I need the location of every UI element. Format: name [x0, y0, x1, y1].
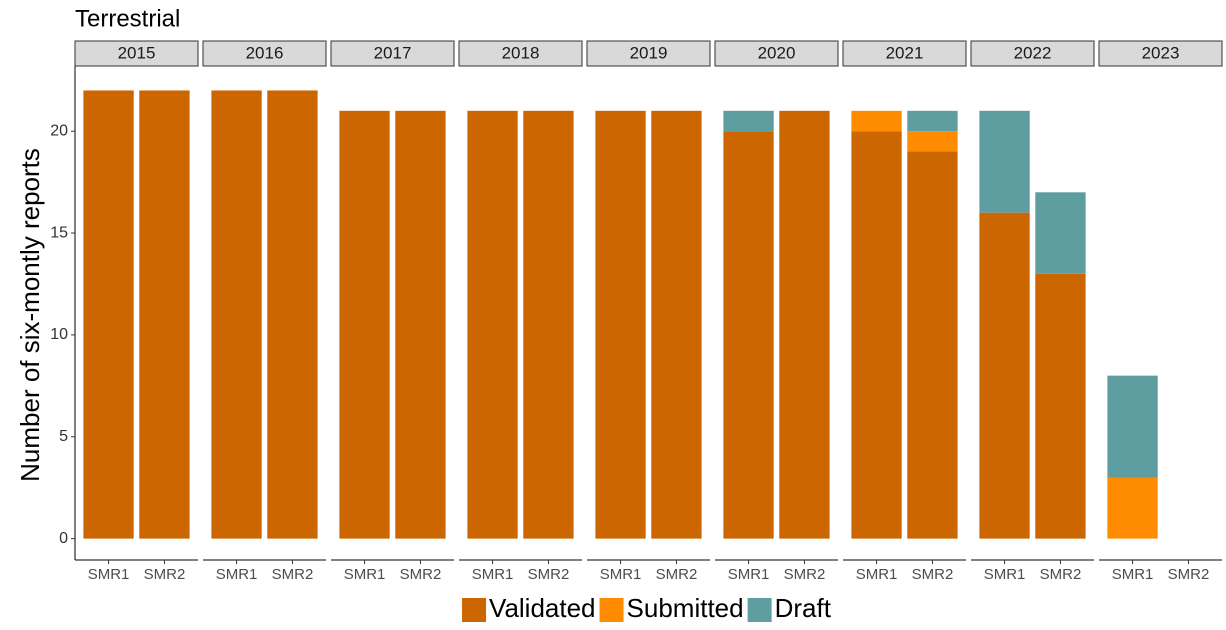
legend-label: Validated	[489, 593, 596, 623]
legend-label: Submitted	[627, 593, 744, 623]
facet-label: 2017	[374, 43, 412, 62]
bar-segment	[979, 212, 1030, 539]
facet-strip	[202, 40, 327, 67]
x-tick-label: SMR2	[144, 566, 186, 583]
x-tick-label: SMR1	[728, 566, 770, 583]
x-tick-label: SMR1	[600, 566, 642, 583]
x-tick-label: SMR1	[216, 566, 258, 583]
chart-title: Terrestrial	[75, 5, 180, 32]
bar-segment	[907, 151, 958, 539]
legend-key	[462, 598, 487, 622]
facet-label: 2019	[630, 43, 668, 62]
facet-strip	[74, 40, 199, 67]
x-tick-label: SMR2	[784, 566, 826, 583]
x-tick-label: SMR1	[1112, 566, 1154, 583]
y-axis-label: Number of six-montly reports	[15, 148, 45, 482]
bar-segment	[651, 110, 702, 539]
x-tick-label: SMR1	[472, 566, 514, 583]
bar-segment	[979, 110, 1030, 213]
facet-label: 2015	[118, 43, 156, 62]
bar-segment	[851, 131, 902, 539]
bar-segment	[779, 110, 830, 539]
facet-strip	[714, 40, 839, 67]
legend-key	[747, 598, 772, 622]
x-tick-label: SMR2	[912, 566, 954, 583]
bar-segment	[723, 131, 774, 539]
facet-strip	[458, 40, 583, 67]
legend-key	[599, 598, 624, 622]
bar-segment	[1035, 273, 1086, 539]
bar-segment	[1107, 375, 1158, 478]
x-tick-label: SMR1	[88, 566, 130, 583]
y-tick-label: 15	[50, 224, 68, 241]
facet-label: 2018	[502, 43, 540, 62]
facet-label: 2023	[1142, 43, 1180, 62]
x-tick-label: SMR2	[1040, 566, 1082, 583]
x-tick-label: SMR2	[400, 566, 442, 583]
bar-segment	[595, 110, 646, 539]
x-tick-label: SMR1	[344, 566, 386, 583]
bar-segment	[211, 90, 262, 539]
bar-segment	[339, 110, 390, 539]
bar-segment	[851, 110, 902, 132]
bar-segment	[523, 110, 574, 539]
bar-segment	[83, 90, 134, 539]
facet-strip	[330, 40, 455, 67]
facet-strip	[1098, 40, 1223, 67]
x-tick-label: SMR2	[656, 566, 698, 583]
facet-label: 2021	[886, 43, 924, 62]
bar-segment	[723, 110, 774, 132]
y-tick-label: 0	[59, 530, 68, 547]
bar-segment	[1035, 192, 1086, 274]
bar-segment	[139, 90, 190, 539]
x-tick-label: SMR2	[528, 566, 570, 583]
x-tick-label: SMR2	[272, 566, 314, 583]
y-tick-label: 20	[50, 122, 68, 139]
facet-label: 2016	[246, 43, 284, 62]
legend-label: Draft	[775, 593, 832, 623]
facet-strip	[842, 40, 967, 67]
bar-segment	[267, 90, 318, 539]
x-tick-label: SMR2	[1168, 566, 1210, 583]
bar-segment	[395, 110, 446, 539]
facet-label: 2022	[1014, 43, 1052, 62]
facet-strip	[970, 40, 1095, 67]
x-tick-label: SMR1	[984, 566, 1026, 583]
bar-segment	[907, 110, 958, 132]
y-tick-label: 5	[59, 428, 68, 445]
bar-segment	[1107, 477, 1158, 539]
x-tick-label: SMR1	[856, 566, 898, 583]
bar-segment	[467, 110, 518, 539]
facet-label: 2020	[758, 43, 796, 62]
y-tick-label: 10	[50, 326, 68, 343]
facet-strip	[586, 40, 711, 67]
bar-segment	[907, 131, 958, 152]
